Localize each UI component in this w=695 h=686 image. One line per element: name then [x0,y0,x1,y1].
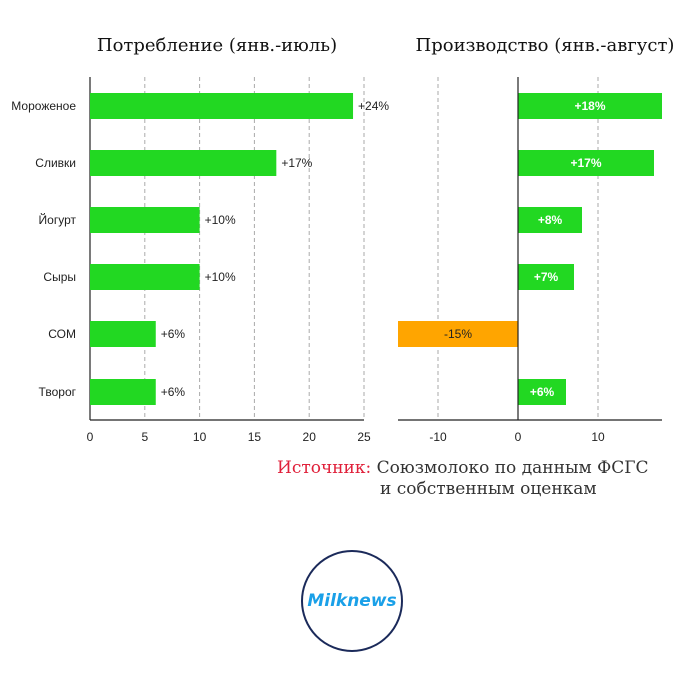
x-tick-label: 5 [141,430,148,444]
x-tick-label: 0 [515,430,522,444]
data-label: -15% [444,327,472,341]
bar [518,150,654,176]
x-tick-label: 15 [248,430,262,444]
x-tick-label: 10 [193,430,207,444]
right-chart: -10 0 10 +18% +17% +8% +7% -15% +6% [398,77,662,444]
logo-text: Milknews [307,591,397,611]
left-chart-title: Потребление (янв.-июль) [97,35,337,56]
bar [518,264,574,290]
source-label: Источник: [277,458,372,478]
data-label: +8% [538,213,563,227]
data-label: +6% [161,385,186,399]
bar [518,379,566,405]
category-label: Сливки [35,156,76,170]
bar [90,207,200,233]
category-label: Сыры [43,270,76,284]
bar [90,264,200,290]
data-label: +6% [530,385,555,399]
bar [398,321,518,347]
bar [90,379,156,405]
data-label: +24% [358,99,389,113]
source-line-2: и собственным оценкам [380,479,597,499]
left-chart: 0 5 10 15 20 25 Мороженое +24% Сливки +17% Йогурт +… [11,77,389,444]
right-chart-title: Производство (янв.-август) [416,35,675,56]
data-label: +6% [161,327,186,341]
milknews-logo: Milknews [301,550,403,652]
bar [90,150,277,176]
data-label: +10% [205,270,236,284]
source-line-1: Союзмолоко по данным ФСГС [371,458,649,478]
category-label: Йогурт [39,212,77,227]
data-label: +17% [570,156,601,170]
data-label: +17% [281,156,312,170]
bar [518,93,662,119]
x-tick-label: -10 [429,430,447,444]
bar [90,321,156,347]
bar [518,207,582,233]
category-label: СОМ [48,327,76,341]
data-label: +18% [574,99,605,113]
bar [90,93,354,119]
category-label: Творог [39,385,77,399]
data-label: +7% [534,270,559,284]
category-label: Мороженое [11,99,76,113]
data-label: +10% [205,213,236,227]
x-tick-label: 20 [303,430,317,444]
source-note: Источник: Союзмолоко по данным ФСГС и со… [277,458,649,500]
x-tick-label: 10 [591,430,605,444]
x-tick-label: 0 [87,430,94,444]
x-tick-label: 25 [357,430,371,444]
